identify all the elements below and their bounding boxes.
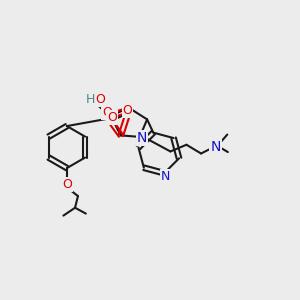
- Text: O: O: [107, 111, 117, 124]
- Text: N: N: [210, 140, 221, 154]
- Text: N: N: [161, 170, 170, 183]
- Text: O: O: [95, 93, 105, 106]
- Text: O: O: [62, 178, 72, 191]
- Text: O: O: [123, 104, 133, 117]
- Text: O: O: [102, 106, 112, 118]
- Text: N: N: [137, 131, 147, 145]
- Text: H: H: [86, 93, 95, 106]
